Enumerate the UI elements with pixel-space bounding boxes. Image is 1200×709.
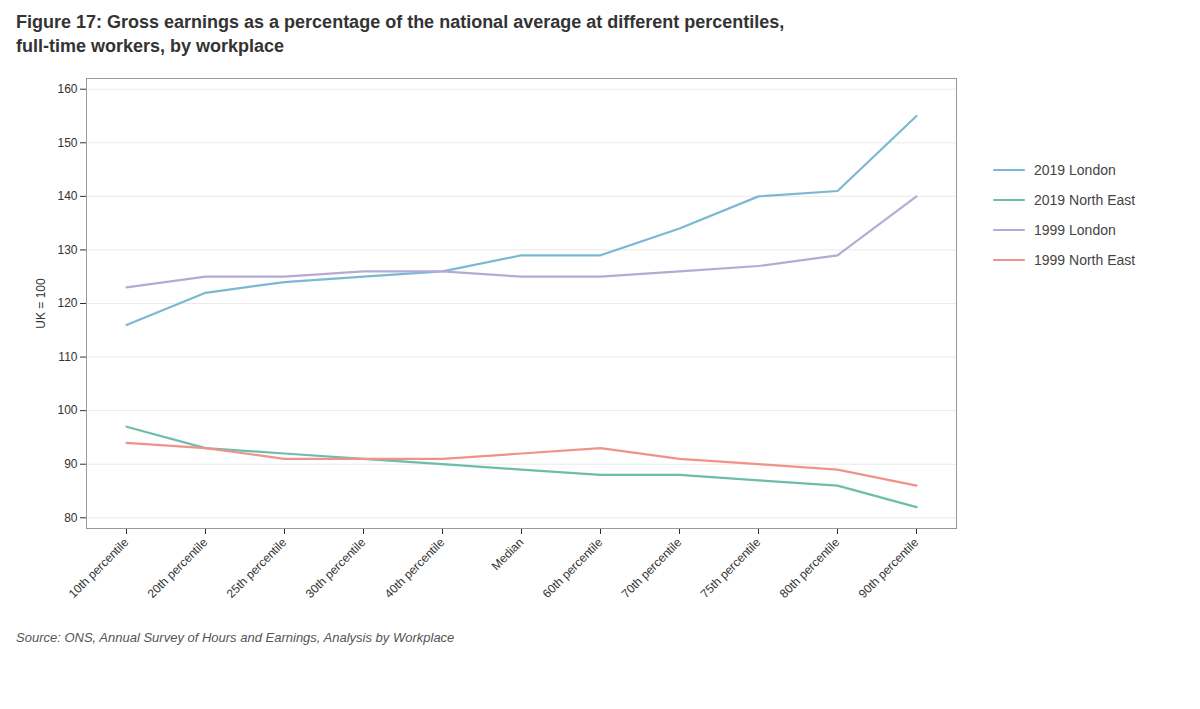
svg-text:90: 90 bbox=[64, 457, 78, 471]
svg-text:120: 120 bbox=[57, 296, 77, 310]
svg-text:30th percentile: 30th percentile bbox=[303, 535, 369, 601]
svg-text:70th percentile: 70th percentile bbox=[619, 535, 685, 601]
svg-text:Median: Median bbox=[489, 535, 527, 573]
svg-text:80: 80 bbox=[64, 511, 78, 525]
svg-text:UK = 100: UK = 100 bbox=[34, 278, 48, 329]
svg-text:110: 110 bbox=[58, 350, 77, 364]
html-text:Source: ONS, Annual Survey of: Source: ONS, Annual Survey of Hours and … bbox=[16, 630, 455, 645]
svg-text:160: 160 bbox=[57, 82, 77, 96]
html-text:Figure 17: Gross earnings as a: Figure 17: Gross earnings as a percentag… bbox=[16, 12, 785, 32]
svg-text:40th percentile: 40th percentile bbox=[382, 535, 448, 601]
html-text:2019 London: 2019 London bbox=[1034, 162, 1116, 178]
html-text:1999 North East: 1999 North East bbox=[1034, 252, 1136, 268]
svg-text:80th percentile: 80th percentile bbox=[777, 535, 843, 601]
svg-text:140: 140 bbox=[57, 189, 77, 203]
html-text:1999 London: 1999 London bbox=[1034, 222, 1116, 238]
svg-text:25th percentile: 25th percentile bbox=[224, 535, 290, 601]
svg-text:10th percentile: 10th percentile bbox=[66, 535, 132, 601]
svg-text:150: 150 bbox=[57, 136, 77, 150]
html-text:2019 North East: 2019 North East bbox=[1034, 192, 1136, 208]
svg-text:130: 130 bbox=[57, 243, 77, 257]
svg-text:90th percentile: 90th percentile bbox=[856, 535, 922, 601]
svg-text:75th percentile: 75th percentile bbox=[698, 535, 764, 601]
svg-text:100: 100 bbox=[57, 403, 77, 417]
svg-text:60th percentile: 60th percentile bbox=[540, 535, 606, 601]
html-text:full-time workers, by workplac: full-time workers, by workplace bbox=[16, 36, 285, 56]
svg-text:20th percentile: 20th percentile bbox=[145, 535, 211, 601]
